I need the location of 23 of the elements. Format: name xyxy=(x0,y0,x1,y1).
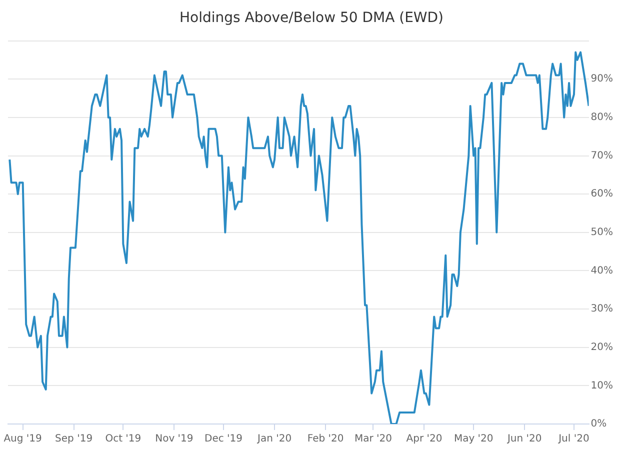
x-tick-label: Jul '20 xyxy=(558,434,590,445)
x-tick-label: Dec '19 xyxy=(204,434,243,445)
x-tick-label: Jan '20 xyxy=(256,434,292,445)
x-tick-label: Mar '20 xyxy=(354,434,392,445)
x-tick-label: May '20 xyxy=(454,434,494,445)
x-tick-label: Jun '20 xyxy=(506,434,542,445)
y-tick-label: 0% xyxy=(590,418,607,430)
x-tick-label: Aug '19 xyxy=(4,434,42,445)
y-tick-label: 20% xyxy=(590,342,614,353)
y-tick-label: 10% xyxy=(590,380,614,392)
x-tick-label: Feb '20 xyxy=(307,434,344,445)
x-tick-label: Oct '19 xyxy=(105,434,142,445)
x-tick-label: Nov '19 xyxy=(155,434,194,445)
x-tick-label: Apr '20 xyxy=(406,434,442,445)
chart-title: Holdings Above/Below 50 DMA (EWD) xyxy=(179,10,444,26)
y-tick-label: 90% xyxy=(590,74,614,85)
y-tick-label: 30% xyxy=(590,304,614,315)
y-tick-label: 50% xyxy=(590,226,614,238)
y-tick-label: 80% xyxy=(590,112,614,124)
y-tick-label: 70% xyxy=(590,150,614,162)
y-tick-label: 40% xyxy=(590,265,614,276)
y-tick-label: 60% xyxy=(590,188,614,200)
x-tick-label: Sep '19 xyxy=(55,434,93,445)
